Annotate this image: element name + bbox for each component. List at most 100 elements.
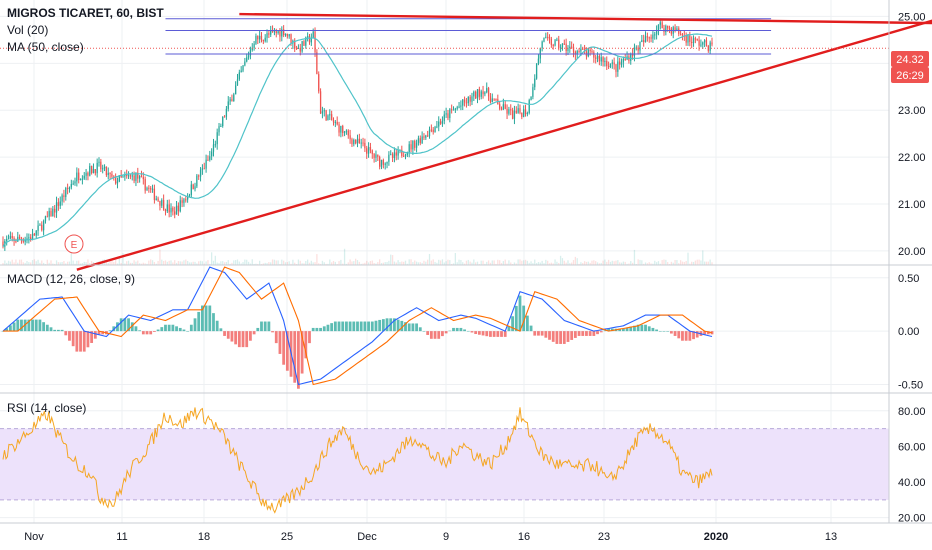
candle-body bbox=[565, 43, 567, 52]
drawings[interactable] bbox=[0, 12, 932, 271]
candle-body bbox=[74, 181, 76, 184]
earnings-marker[interactable]: E bbox=[64, 234, 84, 254]
macd-histogram-bar bbox=[234, 331, 238, 345]
macd-histogram-bar bbox=[441, 331, 444, 337]
volume-bar bbox=[120, 263, 122, 265]
volume-bar bbox=[373, 262, 375, 265]
candle-body bbox=[181, 200, 183, 203]
candle-body bbox=[268, 33, 270, 35]
time-tick-label: 16 bbox=[518, 531, 530, 543]
candle-body bbox=[257, 35, 259, 40]
macd-histogram-bar bbox=[636, 324, 640, 332]
volume-bar bbox=[209, 263, 211, 265]
macd-histogram-bar bbox=[134, 326, 138, 332]
trendline[interactable] bbox=[76, 12, 932, 271]
candle-body bbox=[50, 210, 52, 217]
candle-body bbox=[76, 172, 78, 182]
candle-body bbox=[637, 47, 639, 51]
volume-legend[interactable]: Vol (20) bbox=[7, 23, 49, 37]
candle-body bbox=[423, 136, 425, 138]
volume-bar bbox=[199, 260, 202, 265]
volume-bar bbox=[144, 263, 146, 265]
ma-legend[interactable]: MA (50, close) bbox=[7, 40, 84, 54]
candle-body bbox=[338, 124, 340, 133]
candle-body bbox=[510, 109, 512, 111]
volume-bar bbox=[607, 259, 610, 265]
macd-histogram-bar bbox=[625, 327, 629, 332]
earnings-circle[interactable] bbox=[64, 234, 84, 254]
candle-body bbox=[220, 126, 222, 128]
macd-histogram-bar bbox=[56, 329, 60, 332]
volume-bar bbox=[33, 259, 36, 265]
candle-body bbox=[342, 125, 344, 133]
rsi-legend[interactable]: RSI (14, close) bbox=[7, 401, 87, 415]
volume-bar bbox=[113, 261, 115, 265]
macd-histogram-bar bbox=[677, 331, 681, 339]
macd-histogram-bar bbox=[411, 323, 415, 332]
macd-histogram-bar bbox=[319, 327, 322, 332]
candle-body bbox=[81, 178, 84, 180]
volume-bar bbox=[578, 263, 580, 265]
candle-body bbox=[356, 138, 359, 144]
candle-body bbox=[500, 108, 503, 110]
macd-histogram-bar bbox=[385, 318, 389, 332]
macd-histogram-bar bbox=[20, 319, 23, 332]
candle-body bbox=[463, 99, 466, 103]
macd-histogram-bar bbox=[237, 331, 241, 348]
volume-bar bbox=[600, 262, 602, 265]
macd-histogram-bar bbox=[573, 331, 577, 338]
candle-body bbox=[275, 31, 277, 34]
candle-body bbox=[318, 74, 320, 92]
volume-bar bbox=[303, 263, 305, 265]
macd-histogram-bar bbox=[119, 318, 123, 332]
volume-bar bbox=[41, 260, 43, 265]
volume-bar bbox=[685, 260, 687, 265]
volume-bar bbox=[124, 263, 126, 265]
candle-body bbox=[98, 161, 100, 163]
macd-histogram-bar bbox=[249, 331, 252, 341]
symbol-title[interactable]: MIGROS TICARET, 60, BIST bbox=[7, 6, 164, 20]
trendline[interactable] bbox=[239, 12, 932, 25]
macd-histogram-bar bbox=[219, 328, 223, 332]
candle-body bbox=[390, 154, 392, 156]
volume-bar bbox=[643, 263, 645, 265]
axes[interactable]: 25.0024.0023.0022.0021.0020.000.500.00-0… bbox=[24, 11, 925, 543]
macd-histogram-bar bbox=[42, 322, 46, 332]
volume-bar bbox=[181, 261, 183, 265]
candle-body bbox=[260, 35, 263, 40]
macd-histogram-bar bbox=[400, 320, 404, 332]
macd-histogram-bar bbox=[108, 330, 112, 332]
macd-legend[interactable]: MACD (12, 26, close, 9) bbox=[7, 272, 136, 286]
macd-histogram-bar bbox=[540, 331, 544, 336]
time-tick-label: 13 bbox=[825, 531, 837, 543]
candle-body bbox=[620, 62, 623, 65]
volume-bar bbox=[515, 263, 517, 265]
candle-body bbox=[238, 72, 240, 80]
time-tick-label: 9 bbox=[443, 531, 449, 543]
candle-body bbox=[103, 166, 106, 169]
volume-bar bbox=[428, 253, 431, 265]
macd-histogram-bar bbox=[352, 321, 356, 332]
volume-bar bbox=[499, 260, 501, 265]
volume-bar bbox=[271, 259, 274, 265]
candle-body bbox=[138, 176, 141, 179]
candle-body bbox=[83, 175, 85, 179]
volume-bar bbox=[475, 262, 477, 265]
volume-bar bbox=[456, 262, 458, 265]
volume-bar bbox=[654, 260, 656, 265]
macd-histogram-bar bbox=[53, 329, 57, 332]
candle-body bbox=[460, 105, 462, 107]
volume-bar bbox=[524, 259, 527, 265]
volume-bar bbox=[9, 261, 12, 265]
candle-body bbox=[489, 96, 492, 103]
candle-body bbox=[196, 175, 198, 187]
candle-body bbox=[59, 201, 61, 206]
volume-bar bbox=[709, 259, 711, 265]
volume-bar bbox=[561, 258, 564, 265]
macd-histogram-bar bbox=[577, 331, 581, 336]
macd-histogram-bar bbox=[304, 331, 308, 359]
candle-body bbox=[513, 110, 516, 119]
volume-bar bbox=[439, 260, 442, 265]
volume-bar bbox=[637, 259, 639, 265]
